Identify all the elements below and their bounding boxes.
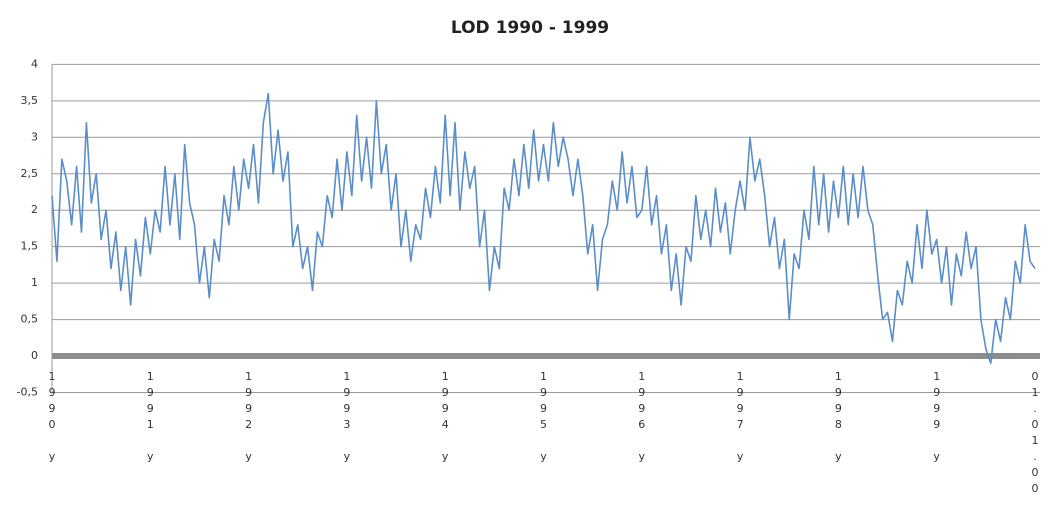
y-tick-label: 1 [31,276,38,289]
y-tick-label: 0 [31,349,38,362]
y-tick-label: 4 [31,57,38,70]
y-tick-label: 2 [31,203,38,216]
x-tick-label: 1991 y [144,370,157,466]
y-tick-label: 0,5 [21,313,39,326]
x-tick-label: 1999 y [930,370,943,466]
x-tick-label: 1995 y [537,370,550,466]
y-tick-label: 3 [31,130,38,143]
y-tick-label: -0,5 [17,386,38,399]
x-tick-label: 1994 y [439,370,452,466]
data-line [51,92,1036,365]
x-tick-label: 01.01.00 [1029,370,1042,498]
y-tick-label: 1,5 [21,240,39,253]
y-tick-label: 2,5 [21,167,39,180]
x-tick-label: 1998 y [832,370,845,466]
x-tick-label: 1996 y [635,370,648,466]
x-tick-label: 1990 y [46,370,59,466]
y-tick-label: 3,5 [21,94,39,107]
x-tick-label: 1992 y [242,370,255,466]
x-tick-label: 1993 y [340,370,353,466]
x-tick-label: 1997 y [734,370,747,466]
chart-title: LOD 1990 - 1999 [451,18,609,38]
